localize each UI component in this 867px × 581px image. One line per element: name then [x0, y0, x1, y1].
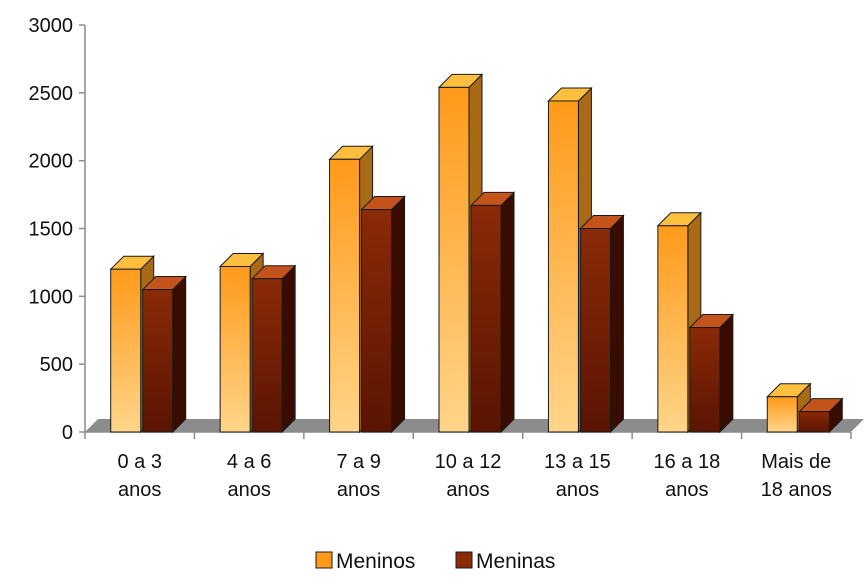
- y-tick-label: 1500: [29, 219, 74, 241]
- bar-front-face: [547, 100, 579, 433]
- y-tick-label: 2500: [29, 83, 74, 105]
- legend-label-meninos: Meninos: [336, 550, 415, 573]
- bar-front-face: [438, 86, 470, 433]
- x-tick-label: 10 a 12: [435, 451, 502, 473]
- x-tick-label: anos: [118, 479, 161, 501]
- bar-side-face: [719, 313, 734, 434]
- bar-side-face: [172, 275, 187, 434]
- bar-front-face: [142, 289, 174, 433]
- legend-swatch-meninas: [455, 551, 473, 569]
- bar-front-face: [689, 327, 721, 433]
- bar-meninas: [250, 264, 297, 434]
- x-tick-label: 4 a 6: [227, 451, 271, 473]
- bar-front-face: [766, 396, 798, 433]
- x-tick-label: 0 a 3: [117, 451, 161, 473]
- bar-front-face: [361, 209, 393, 433]
- bar-meninas: [469, 191, 516, 434]
- y-tick-label: 3000: [29, 15, 74, 37]
- bar-side-face: [500, 191, 515, 434]
- x-tick-label: 18 anos: [761, 479, 832, 501]
- y-tick-label: 1000: [29, 286, 74, 308]
- bar-meninas: [798, 397, 844, 434]
- bar-front-face: [110, 268, 142, 433]
- bar-front-face: [798, 411, 830, 433]
- x-tick-label: anos: [337, 479, 380, 501]
- bar-meninas: [360, 195, 406, 434]
- legend: Meninos Meninas: [315, 550, 555, 573]
- bar-front-face: [251, 278, 283, 433]
- y-tick-label: 0: [62, 422, 73, 444]
- legend-swatch-meninos: [315, 551, 333, 569]
- bar-front-face: [470, 204, 502, 433]
- bar-meninas: [141, 275, 187, 434]
- x-tick-label: 16 a 18: [653, 451, 720, 473]
- bar-front-face: [329, 158, 361, 433]
- x-tick-label: 7 a 9: [336, 451, 380, 473]
- x-tick-label: 13 a 15: [544, 451, 611, 473]
- bar-meninas: [579, 214, 625, 434]
- bar-front-face: [219, 265, 251, 433]
- x-tick-label: anos: [446, 479, 489, 501]
- bar-front-face: [579, 228, 611, 433]
- x-tick-label: anos: [665, 479, 708, 501]
- y-tick-label: 500: [40, 354, 73, 376]
- bar-meninas: [688, 313, 735, 434]
- bar-side-face: [391, 195, 406, 434]
- x-tick-label: anos: [556, 479, 599, 501]
- bar-front-face: [657, 225, 689, 433]
- x-tick-label: Mais de: [761, 451, 831, 473]
- y-tick-label: 2000: [29, 151, 74, 173]
- legend-label-meninas: Meninas: [476, 550, 555, 573]
- x-tick-label: anos: [227, 479, 270, 501]
- bar-side-face: [609, 214, 624, 434]
- bar-side-face: [281, 264, 296, 434]
